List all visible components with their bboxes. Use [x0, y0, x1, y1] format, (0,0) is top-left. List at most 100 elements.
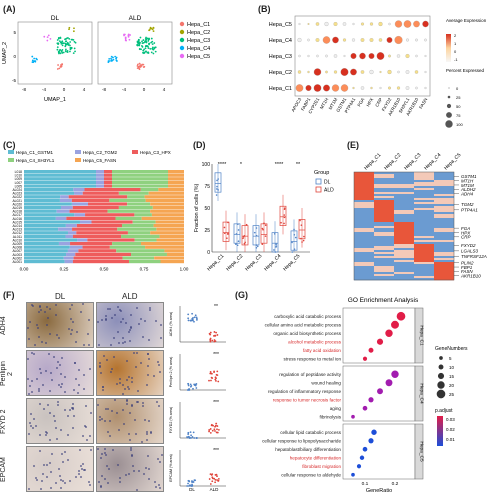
- umap-point: [69, 50, 71, 53]
- nucleus: [115, 412, 118, 415]
- heatmap-cell: [394, 246, 414, 249]
- nucleus: [105, 318, 108, 321]
- heatmap-cell: [394, 270, 414, 273]
- umap-point: [150, 37, 153, 40]
- heatmap-cell: [434, 276, 454, 279]
- go-dot: [371, 429, 377, 435]
- nucleus: [99, 418, 102, 421]
- composition-segment: [66, 216, 116, 220]
- ihc-quant-plot: EPCAM (% area) *** DL ALD: [169, 448, 226, 492]
- dotplot-dot: [307, 38, 310, 42]
- boxplot-significance: ****: [275, 162, 284, 168]
- heatmap-cell: [374, 178, 394, 181]
- umap-point: [145, 38, 148, 40]
- go-dot: [385, 329, 393, 337]
- nucleus: [104, 420, 107, 423]
- nucleus: [56, 437, 59, 440]
- heatmap-cell: [414, 190, 434, 193]
- heatmap-cell: [434, 242, 454, 245]
- quant-point: [187, 313, 190, 316]
- nucleus: [64, 482, 67, 485]
- dotplot-dot: [331, 84, 340, 92]
- quant-point: [209, 428, 212, 430]
- composition-segment: [69, 209, 108, 213]
- composition-segment: [112, 242, 141, 246]
- umap-point: [110, 59, 113, 61]
- heatmap-cell: [374, 236, 394, 239]
- umap-point: [57, 64, 59, 66]
- umap-point: [66, 41, 69, 44]
- dotplot-row-label: Hepa_C5: [269, 22, 292, 28]
- nucleus: [122, 423, 125, 426]
- composition-segment: [24, 184, 96, 188]
- composition-segment: [91, 220, 133, 224]
- composition-segment: [82, 245, 110, 249]
- heatmap-cell: [434, 258, 454, 261]
- nucleus: [76, 391, 79, 394]
- nucleus: [58, 475, 61, 478]
- composition-segment: [140, 188, 159, 192]
- quant-point: [209, 331, 212, 334]
- go-term-label: alcohol metabolic process: [288, 340, 342, 345]
- nucleus: [119, 309, 122, 312]
- nucleus: [128, 330, 131, 333]
- heatmap-cell: [434, 190, 454, 193]
- composition-segment: [168, 170, 184, 174]
- umap-point: [57, 42, 60, 45]
- composition-sample-label: AL001: [12, 260, 22, 264]
- nucleus: [130, 381, 133, 384]
- nucleus: [130, 448, 133, 451]
- heatmap-cell: [374, 222, 394, 225]
- composition-segment: [150, 209, 184, 213]
- nucleus: [40, 371, 43, 374]
- umap-point: [58, 40, 61, 43]
- nucleus: [138, 322, 141, 325]
- heatmap-cell: [434, 208, 454, 211]
- nucleus: [83, 343, 86, 346]
- heatmap-cell: [414, 206, 434, 209]
- go-dot: [351, 414, 355, 419]
- ihc-image-dl: [26, 398, 94, 444]
- boxplot-category-label: Hepa_C5: [282, 253, 301, 272]
- composition-sample-label: AL018: [12, 210, 22, 214]
- heatmap-cell: [394, 214, 414, 217]
- boxplot-point: [275, 243, 277, 246]
- boxplot-point: [291, 241, 293, 244]
- boxplot-point: [293, 248, 296, 250]
- heatmap-cell: [354, 224, 374, 227]
- heatmap-cell: [394, 264, 414, 267]
- nucleus: [145, 438, 148, 441]
- nucleus: [53, 356, 56, 359]
- nucleus: [119, 377, 122, 380]
- umap-point: [60, 65, 63, 68]
- nucleus: [116, 382, 119, 385]
- boxplot-box: [298, 219, 306, 240]
- umap-point: [73, 40, 76, 43]
- nucleus: [73, 389, 76, 392]
- quant-point: [213, 331, 216, 333]
- nucleus: [28, 392, 31, 395]
- heatmap-cell: [374, 198, 394, 201]
- dotplot-pct-label: 0: [456, 86, 459, 91]
- composition-segment: [65, 224, 77, 228]
- heatmap-cell: [414, 228, 434, 231]
- heatmap-cell: [354, 214, 374, 217]
- boxplot-point: [294, 236, 297, 239]
- nucleus: [82, 374, 85, 377]
- boxplot-point: [223, 226, 226, 229]
- heatmap-cell: [414, 264, 434, 267]
- umap-point: [144, 45, 147, 48]
- nucleus: [79, 464, 82, 467]
- heatmap-cell: [354, 194, 374, 197]
- heatmap-cell: [354, 246, 374, 249]
- go-dot: [362, 356, 368, 361]
- heatmap-cell: [434, 186, 454, 189]
- go-facet-frame: [342, 423, 416, 480]
- nucleus: [98, 344, 101, 347]
- heatmap-gene-label: TNFRSF12A: [461, 254, 487, 259]
- nucleus: [29, 412, 32, 415]
- composition-legend-label: Hepa_C2_TGM2: [83, 150, 118, 155]
- heatmap-cell: [354, 236, 374, 239]
- quant-point: [209, 333, 212, 336]
- heatmap-cell: [394, 200, 414, 203]
